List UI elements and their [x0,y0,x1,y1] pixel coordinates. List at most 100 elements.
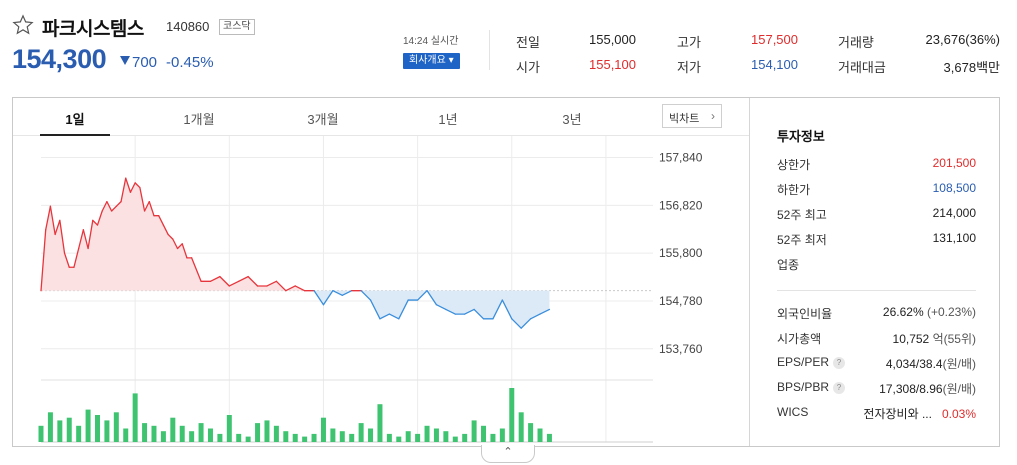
eps-per-row: EPS/PER? 4,034/38.4(원/배) [777,355,976,371]
volume-bar [339,431,345,442]
panel-separator [777,290,976,291]
volume-bar [320,417,326,442]
price-line-segment [473,308,485,320]
price-line-segment [176,243,183,250]
intraday-chart[interactable]: 157,840 156,820 155,800 154,780 153,760 10 11 1… [13,136,749,446]
tab-3years[interactable]: 3년 [562,112,582,127]
52w-high-label: 52주 최고 [777,208,827,222]
volume-bar [368,428,374,442]
wics-value[interactable]: 전자장비와 ... [863,407,932,421]
volume-bar [179,425,185,442]
market-badge: 코스닥 [219,19,255,35]
volume-bar [47,412,53,442]
price-line-segment [115,200,122,207]
volume-bar [433,428,439,442]
tab-1year[interactable]: 1년 [438,112,458,127]
price-line-segment [520,318,532,329]
y-tick-label: 154,780 [659,294,703,308]
volume-bar [452,436,458,442]
y-tick-label: 156,820 [659,198,703,212]
tab-3months[interactable]: 3개월 [307,112,339,127]
volume-bar [38,425,44,442]
volume-bar [160,431,166,442]
volume-bar [57,420,63,442]
tab-1day[interactable]: 1일 [65,112,85,127]
lower-limit-row: 하한가 108,500 [777,181,976,197]
volume-bar [462,433,468,442]
volume-bar [499,428,505,442]
price-line-segment [49,205,56,236]
company-overview-button[interactable]: 회사개요 ▾ [403,53,460,69]
volume-bar [490,433,496,442]
trade-amount-value: 3,678백만 [943,60,1000,75]
industry-label: 업종 [777,258,800,272]
volume-bar [302,436,308,442]
high-label: 고가 [677,35,701,50]
upper-limit-row: 상한가 201,500 [777,156,976,172]
price-line-segment [266,280,278,287]
price-line-segment [360,290,372,301]
foreign-ratio-change: (+0.23%) [926,305,976,319]
volume-bar [245,436,251,442]
volume-bar [226,415,232,442]
upper-limit-label: 상한가 [777,158,811,172]
volume-bar [85,409,91,442]
volume-bar [151,425,157,442]
52w-low-row: 52주 최저 131,100 [777,231,976,247]
volume-bar [283,431,289,442]
bps-pbr-value: 17,308/8.96 [879,382,943,396]
low-value: 154,100 [751,57,798,72]
price-line-segment [275,280,287,292]
price-line-segment [148,200,155,217]
period-tabs: 1일 1개월 3개월 1년 3년 빅차트 › [13,98,749,136]
volume-bar [292,433,298,442]
volume-bar [217,433,223,442]
volume-bar [509,388,515,442]
current-price: 154,300 [12,44,107,74]
market-cap-unit: 억(55위) [932,332,976,346]
big-chart-button[interactable]: 빅차트 › [662,104,722,128]
price-line-segment [285,285,296,292]
volume-bar [255,423,261,442]
volume-bar [481,425,487,442]
volume-bar [330,428,336,442]
price-line-segment [40,229,47,292]
price-change-amount: 700 [132,54,158,71]
favorite-star-icon[interactable] [12,14,34,36]
price-line-segment [388,313,400,320]
price-line-segment [539,308,551,315]
investment-info-panel: 투자정보 상한가 201,500 하한가 108,500 52주 최고 214,… [750,98,999,446]
price-line-segment [426,290,438,306]
eps-per-value: 4,034/38.4 [885,357,943,371]
tab-1month[interactable]: 1개월 [183,112,215,127]
52w-low-value: 131,100 [932,231,976,245]
big-chart-label: 빅차트 [669,113,700,125]
price-line-segment [369,299,381,320]
price-line-segment [125,177,132,193]
price-line-segment [209,275,221,282]
price-line-segment [82,229,89,250]
price-line-segment [379,313,391,320]
volume-bar [471,420,477,442]
low-label: 저가 [677,60,701,75]
down-arrow-icon [120,56,130,65]
prev-close-value: 155,000 [589,32,636,47]
x-tick-label: 13 [411,445,425,446]
52w-high-value: 214,000 [932,206,976,220]
help-icon[interactable]: ? [833,382,846,394]
price-line-segment [73,247,80,268]
foreign-ratio-label: 외국인비율 [777,307,833,321]
volume-bar [132,393,138,442]
help-icon[interactable]: ? [833,357,846,369]
52w-low-label: 52주 최저 [777,233,827,247]
volume-bar [94,415,100,442]
price-line-segment [106,200,113,212]
high-value: 157,500 [751,32,798,47]
price-line-segment [96,210,103,226]
lower-limit-label: 하한가 [777,183,811,197]
collapse-toggle[interactable]: ⌃ [481,445,535,463]
price-line-segment [78,229,85,250]
volume-bar [396,436,402,442]
volume-bar [405,431,411,442]
chevron-right-icon: › [711,109,715,123]
